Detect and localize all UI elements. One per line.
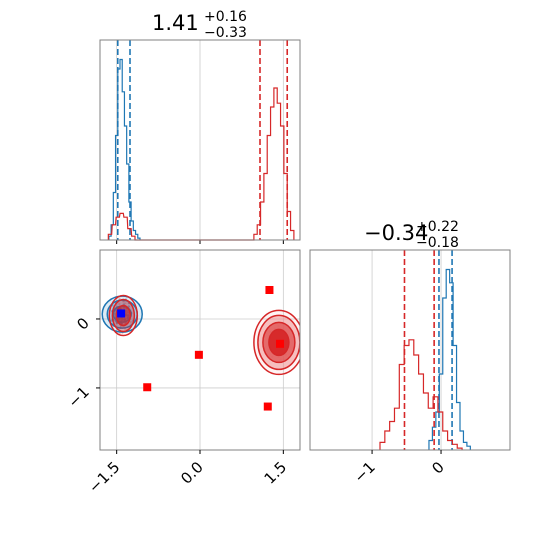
marginal-x-panel: 1.41 +0.16−0.33 [99, 9, 301, 244]
marginal-y-panel: −1 0 −0.34+0.22−0.18 [309, 219, 511, 486]
right-title-value: −0.34 [364, 221, 428, 245]
right-hist-series-1 [379, 339, 463, 450]
marker-2 [194, 350, 203, 359]
red-sample-point [118, 302, 121, 306]
top-title-minus: −0.33 [204, 25, 247, 41]
red-sample-point [124, 302, 127, 305]
joint-plot-area [101, 286, 300, 411]
top-axes-frame [99, 39, 301, 241]
joint-xtick-label-2: 1.5 [261, 458, 291, 488]
marker-4 [263, 402, 272, 411]
top-title-plus: +0.16 [204, 9, 247, 25]
right-hist-series-0 [428, 268, 471, 450]
marker-3 [265, 286, 274, 294]
right-title-minus: −0.18 [416, 235, 459, 251]
right-axes-frame [309, 249, 511, 451]
joint-xtick-label-1: 0.0 [177, 458, 207, 488]
joint-ytick-label-1: −1 [64, 383, 92, 411]
marker-1 [143, 383, 152, 392]
joint-panel: −1.5 0.0 1.5 0 −1 [64, 249, 301, 497]
top-hist-series-1 [107, 87, 295, 241]
marker-0 [117, 309, 126, 318]
right-xtick-label-1: 0 [428, 458, 447, 477]
red-contour-left-0 [108, 294, 139, 337]
top-hist-series-0 [108, 58, 141, 240]
blue-sample-point [127, 305, 131, 308]
joint-xtick-label-0: −1.5 [85, 458, 123, 496]
joint-ytick-label-0: 0 [73, 314, 92, 333]
right-xtick-label-0: −1 [351, 458, 379, 486]
red-sample-point [129, 320, 133, 324]
marker-5 [276, 339, 284, 348]
right-title-plus: +0.22 [416, 219, 459, 235]
top-title-value: 1.41 [152, 11, 199, 35]
